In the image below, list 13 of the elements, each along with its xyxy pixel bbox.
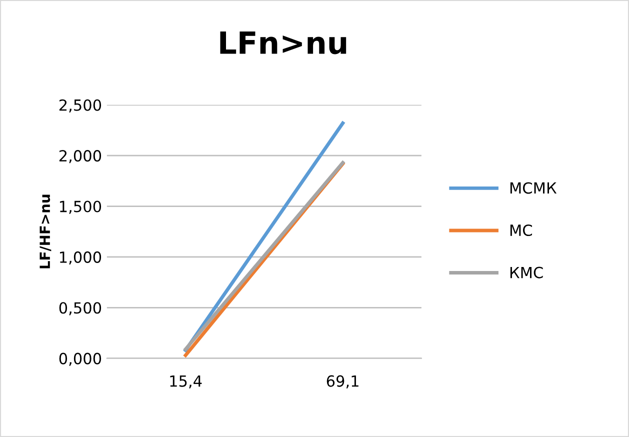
y-tick-label: 0,000: [59, 352, 102, 366]
y-tick-label: 1,000: [60, 251, 102, 265]
y-tick-label: 2,500: [59, 99, 102, 112]
y-tick-label: 1,500: [60, 200, 102, 214]
y-tick-label: 2,000: [59, 150, 102, 164]
x-tick-label: 69,1: [326, 375, 358, 388]
x-tick-label: 15,4: [170, 375, 202, 388]
y-tick-label: 0,500: [59, 302, 102, 316]
chart-title: LFn>nu: [220, 32, 346, 54]
legend-label: МС: [510, 224, 532, 236]
legend-label: КМС: [510, 266, 543, 278]
legend-label: МСМК: [510, 182, 557, 194]
y-axis-title: LF/HF>nu: [40, 194, 52, 268]
